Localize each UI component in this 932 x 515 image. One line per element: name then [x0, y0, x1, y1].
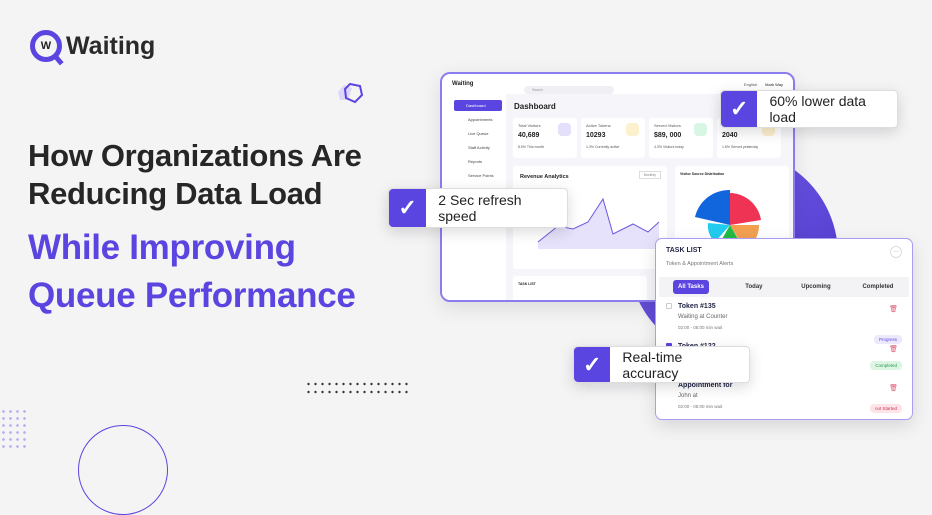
sidebar-item-reports[interactable]: Reports	[468, 159, 483, 164]
task-list-subtitle: Token & Appointment Alerts	[666, 261, 734, 267]
stat-sub: 1.8% Served yesterday	[722, 145, 759, 149]
trash-icon[interactable]: 🗑	[889, 346, 898, 353]
headline-line-3: While Improving	[28, 228, 296, 267]
task-checkbox[interactable]	[666, 303, 672, 309]
tab-completed[interactable]: Completed	[862, 284, 894, 290]
task-desc: John at	[678, 393, 698, 399]
stat-sub: 8.5% This month	[518, 145, 545, 149]
trash-icon[interactable]: 🗑	[889, 306, 898, 313]
task-time: 02:00 - 05:00 min wait	[678, 404, 723, 409]
badge-data-load: ✓ 60% lower data load	[720, 90, 898, 128]
revenue-filter[interactable]: Monthly	[638, 171, 661, 179]
badge-refresh-speed: ✓ 2 Sec refresh speed	[388, 188, 568, 228]
check-icon: ✓	[574, 347, 611, 382]
distribution-title: Visitor Source Distribution	[680, 172, 725, 176]
badge-realtime-accuracy: ✓ Real-time accuracy	[573, 346, 750, 383]
dashboard-logo: Waiting	[452, 81, 474, 87]
user-name[interactable]: Mark Way	[765, 81, 783, 87]
decorative-circle	[78, 425, 168, 515]
stat-value: 10293	[586, 132, 606, 139]
logo-mark-icon: W	[30, 30, 62, 62]
hexagon-icon	[338, 82, 364, 104]
decorative-dots	[305, 380, 410, 396]
tab-upcoming[interactable]: Upcoming	[801, 284, 831, 290]
badge-text: Real-time accuracy	[622, 348, 683, 381]
task-title: Appointment for	[678, 382, 733, 389]
revenue-line-chart	[537, 197, 660, 249]
stat-icon	[558, 123, 571, 136]
mini-task-list: TASK LIST	[513, 276, 647, 300]
task-title: Token #135	[678, 303, 716, 310]
status-badge: Completed	[870, 361, 902, 370]
status-badge: not Started	[869, 404, 902, 413]
more-options-button[interactable]: ···	[890, 246, 902, 258]
sidebar-item-staff-activity[interactable]: Staff Activity	[468, 145, 490, 150]
stat-icon	[626, 123, 639, 136]
search-input[interactable]: Search	[524, 86, 614, 94]
stat-sub: 1.3% Currently active	[586, 145, 620, 149]
task-list-card: TASK LIST Token & Appointment Alerts ···…	[655, 238, 913, 420]
sidebar-item-dashboard[interactable]: Dashboard	[454, 100, 502, 111]
check-icon: ✓	[721, 91, 758, 127]
headline-line-1: How Organizations Are	[28, 138, 362, 173]
task-tabs: All Tasks Today Upcoming Completed	[659, 277, 909, 297]
dashboard-title: Dashboard	[514, 102, 556, 111]
language-select[interactable]: English	[744, 81, 758, 87]
sidebar-item-service-points[interactable]: Service Points	[468, 173, 494, 178]
decorative-dots-left	[0, 408, 28, 450]
trash-icon[interactable]: 🗑	[889, 385, 898, 392]
check-icon: ✓	[389, 189, 427, 227]
headline-line-4: Queue Performance	[28, 276, 356, 315]
sidebar-item-live-queue[interactable]: Live Queue	[468, 131, 489, 136]
mini-task-title: TASK LIST	[518, 282, 536, 286]
stat-label: Total Visitors	[518, 123, 541, 128]
brand-logo: W Waiting	[30, 30, 155, 62]
stat-value: 40,689	[518, 132, 540, 139]
stat-label: Active Tokens	[586, 123, 611, 128]
task-item: Token #135 Waiting at Counter 02:00 - 05…	[666, 303, 902, 344]
stat-card: Served Visitors $89, 000 4.3% Visitors tod…	[649, 118, 713, 158]
badge-text: 60% lower data load	[769, 93, 866, 125]
task-item: Appointment for John at 02:00 - 05:00 mi…	[666, 382, 902, 413]
tab-all-tasks[interactable]: All Tasks	[673, 280, 709, 294]
stat-sub: 4.3% Visitors today	[654, 145, 684, 149]
stat-card: Total Visitors 40,689 8.5% This month	[513, 118, 577, 158]
stat-icon	[694, 123, 707, 136]
status-badge: Progress	[873, 335, 902, 344]
revenue-title: Revenue Analytics	[520, 174, 569, 180]
tab-today[interactable]: Today	[745, 284, 763, 290]
task-desc: Waiting at Counter	[678, 314, 728, 320]
sidebar-item-appointments[interactable]: Appointments	[468, 117, 493, 122]
task-time: 02:00 - 05:00 min wait	[678, 325, 723, 330]
badge-text: 2 Sec refresh speed	[438, 192, 522, 224]
headline-line-2: Reducing Data Load	[28, 176, 323, 211]
stat-value: $89, 000	[654, 132, 682, 139]
stat-label: Served Visitors	[654, 123, 681, 128]
brand-name: Waiting	[66, 31, 156, 60]
task-list-title: TASK LIST	[666, 247, 702, 254]
stat-card: Active Tokens 10293 1.3% Currently active	[581, 118, 645, 158]
stat-value: 2040	[722, 132, 738, 139]
